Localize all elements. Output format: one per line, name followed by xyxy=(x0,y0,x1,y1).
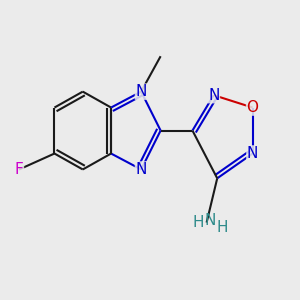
Text: H: H xyxy=(192,215,203,230)
Text: N: N xyxy=(208,88,219,103)
Text: N: N xyxy=(205,213,216,228)
Text: H: H xyxy=(217,220,228,235)
Text: N: N xyxy=(136,162,147,177)
Text: O: O xyxy=(247,100,259,115)
Text: N: N xyxy=(247,146,258,161)
Text: F: F xyxy=(15,162,23,177)
Text: N: N xyxy=(136,84,147,99)
